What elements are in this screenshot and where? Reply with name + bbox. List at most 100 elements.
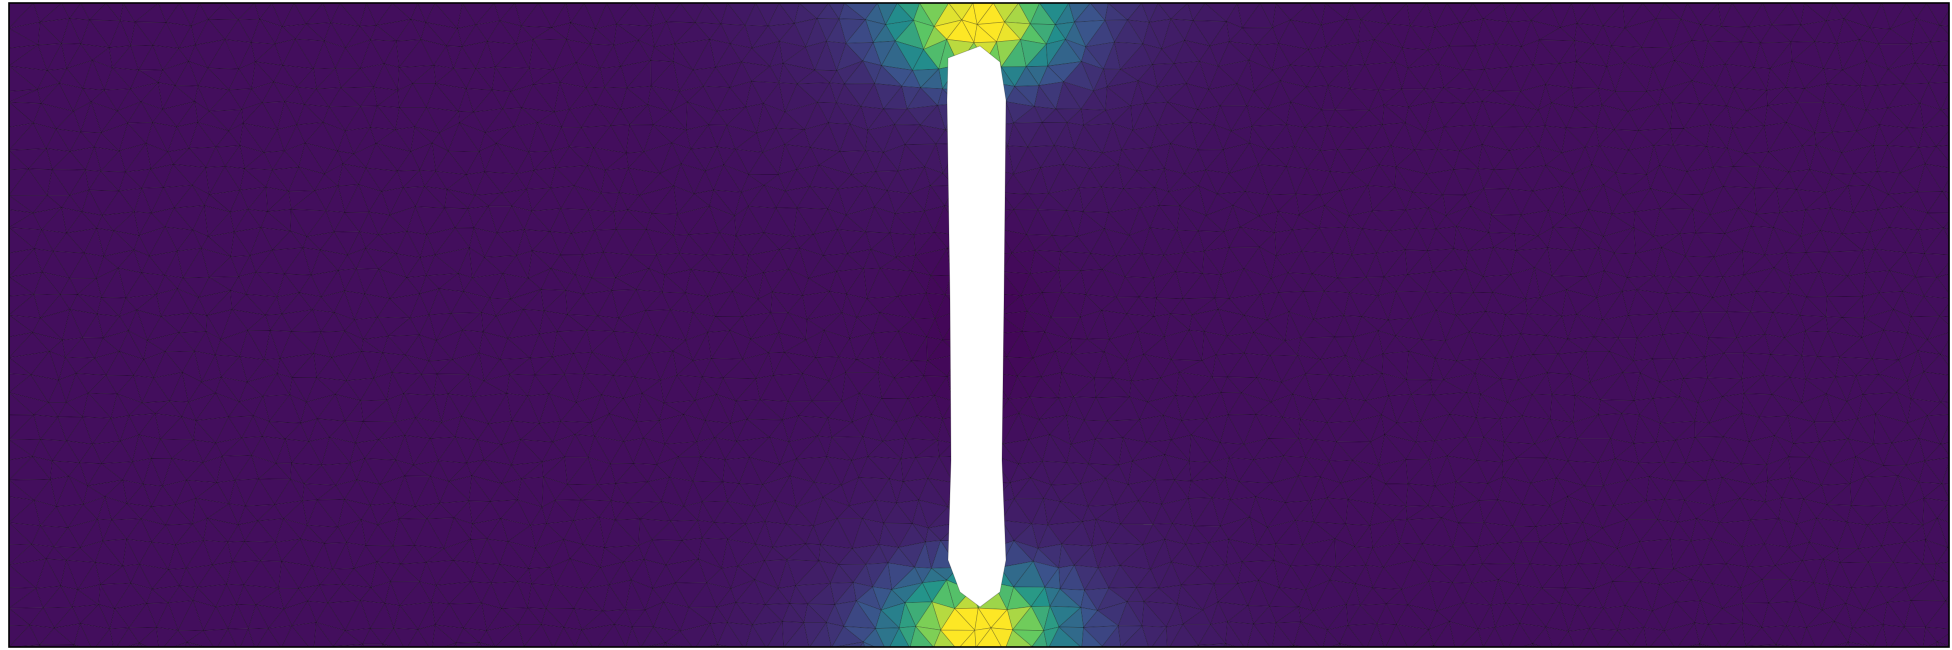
mesh-triangle — [1691, 80, 1717, 105]
mesh-triangle — [1275, 3, 1310, 21]
mesh-triangle — [829, 69, 846, 85]
mesh-triangle — [1826, 83, 1861, 106]
mesh-triangle — [1046, 61, 1083, 83]
mesh-triangle — [1939, 49, 1949, 66]
mesh-triangle — [685, 101, 710, 131]
mesh-triangle — [461, 41, 488, 70]
mesh-triangle — [1910, 41, 1932, 65]
mesh-triangle — [778, 3, 800, 25]
mesh-triangle — [1791, 60, 1825, 90]
mesh-triangle — [1277, 43, 1310, 66]
mesh-triangle — [1407, 49, 1439, 69]
mesh-triangle — [1054, 21, 1076, 41]
mesh-triangle — [197, 110, 230, 132]
mesh-triangle — [1137, 80, 1158, 105]
mesh-triangle — [709, 23, 731, 45]
mesh-triangle — [271, 3, 295, 28]
mesh-triangle — [1574, 40, 1594, 63]
mesh-triangle — [590, 28, 615, 46]
mesh-triangle — [694, 22, 722, 40]
mesh-triangle — [1856, 3, 1883, 29]
mesh-triangle — [1707, 40, 1742, 65]
mesh-triangle — [1938, 24, 1949, 36]
mesh-triangle — [1018, 3, 1040, 25]
mesh-triangle — [237, 3, 261, 21]
mesh-triangle — [1610, 45, 1643, 64]
mesh-triangle — [1272, 3, 1292, 29]
mesh-triangle — [1305, 66, 1329, 88]
mesh-triangle — [123, 3, 160, 23]
mesh-triangle — [1393, 61, 1409, 91]
mesh-triangle — [585, 86, 606, 106]
mesh-triangle — [946, 19, 975, 44]
mesh-triangle — [366, 3, 394, 27]
mesh-triangle — [584, 3, 608, 30]
mesh-triangle — [296, 86, 318, 106]
mesh-triangle — [1401, 88, 1425, 108]
mesh-triangle — [996, 39, 1022, 68]
mesh-triangle — [674, 22, 711, 45]
mesh-triangle — [1877, 83, 1904, 109]
mesh-triangle — [653, 43, 676, 63]
mesh-triangle — [1877, 68, 1905, 86]
mesh-triangle — [599, 44, 622, 69]
mesh-triangle — [396, 39, 422, 69]
mesh-triangle — [606, 3, 635, 25]
mesh-triangle — [1446, 3, 1474, 24]
mesh-triangle — [1518, 3, 1551, 22]
mesh-triangle — [1766, 67, 1787, 91]
mesh-triangle — [538, 3, 567, 29]
mesh-triangle — [1939, 65, 1949, 78]
mesh-triangle — [1495, 21, 1523, 48]
mesh-triangle — [1657, 88, 1674, 106]
mesh-triangle — [345, 39, 372, 70]
mesh-triangle — [1423, 63, 1445, 90]
mesh-triangle — [1209, 20, 1230, 47]
mesh-triangle — [1492, 90, 1522, 106]
mesh-triangle — [274, 26, 297, 45]
mesh-triangle — [613, 39, 640, 68]
mesh-triangle — [1156, 83, 1188, 103]
mesh-triangle — [1673, 60, 1703, 82]
mesh-triangle — [1571, 61, 1600, 89]
mesh-triangle — [796, 82, 831, 103]
mesh-triangle — [874, 64, 903, 87]
mesh-triangle — [340, 67, 375, 89]
mesh-triangle — [559, 82, 587, 111]
mesh-triangle — [1093, 67, 1108, 92]
mesh-triangle — [494, 43, 530, 69]
mesh-triangle — [1271, 64, 1292, 82]
mesh-triangle — [1236, 59, 1255, 93]
mesh-triangle — [1747, 24, 1773, 44]
mesh-triangle — [1325, 3, 1353, 21]
mesh-triangle — [1228, 27, 1258, 46]
mesh-triangle — [228, 68, 253, 91]
mesh-triangle — [1521, 39, 1540, 66]
mesh-triangle — [1785, 87, 1806, 103]
mesh-triangle — [137, 69, 164, 84]
mesh-triangle — [1209, 41, 1231, 68]
mesh-triangle — [1614, 91, 1648, 113]
mesh-triangle — [344, 105, 371, 132]
mesh-triangle — [922, 25, 948, 51]
mesh-triangle — [805, 40, 828, 72]
mesh-triangle — [1591, 3, 1624, 27]
mesh-triangle — [486, 20, 518, 45]
mesh-triangle — [1691, 23, 1709, 42]
mesh-triangle — [704, 3, 729, 25]
mesh-triangle — [896, 3, 921, 21]
mesh-triangle — [1038, 65, 1065, 87]
mesh-triangle — [1217, 41, 1250, 67]
mesh-triangle — [702, 85, 731, 113]
mesh-triangle — [9, 65, 39, 92]
mesh-triangle — [589, 43, 615, 70]
mesh-triangle — [678, 85, 705, 103]
mesh-triangle — [881, 40, 914, 71]
mesh-triangle — [1753, 67, 1771, 92]
mesh-triangle — [208, 89, 243, 112]
mesh-triangle — [445, 27, 463, 47]
mesh-triangle — [750, 81, 780, 105]
mesh-elements — [9, 3, 1949, 647]
mesh-triangle — [434, 67, 467, 90]
mesh-triangle — [1114, 41, 1144, 71]
